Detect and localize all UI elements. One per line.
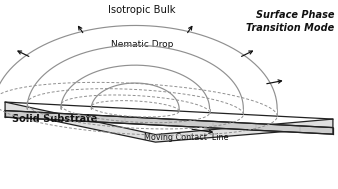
Polygon shape — [5, 102, 333, 142]
Text: Moving Contact  Line: Moving Contact Line — [144, 133, 228, 143]
Text: Solid Substrate: Solid Substrate — [12, 114, 97, 124]
Text: Nematic Drop: Nematic Drop — [111, 40, 173, 49]
Text: Isotropic Bulk: Isotropic Bulk — [108, 5, 176, 15]
Text: Surface Phase
Transition Mode: Surface Phase Transition Mode — [246, 10, 335, 33]
Polygon shape — [5, 111, 333, 134]
